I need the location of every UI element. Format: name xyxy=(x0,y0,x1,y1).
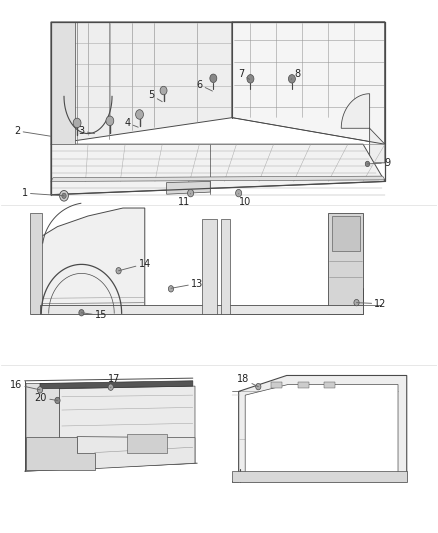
Polygon shape xyxy=(40,305,363,314)
Circle shape xyxy=(116,268,121,274)
Circle shape xyxy=(354,300,359,306)
Circle shape xyxy=(236,189,242,197)
Polygon shape xyxy=(240,384,398,473)
Circle shape xyxy=(168,286,173,292)
Text: 2: 2 xyxy=(14,126,51,136)
Text: 3: 3 xyxy=(78,126,95,136)
Polygon shape xyxy=(332,216,360,251)
Text: 1: 1 xyxy=(21,188,64,198)
Polygon shape xyxy=(232,471,407,482)
Circle shape xyxy=(37,386,42,393)
Text: 18: 18 xyxy=(237,374,258,386)
Text: 16: 16 xyxy=(10,379,40,390)
Text: 7: 7 xyxy=(238,69,250,79)
Text: 12: 12 xyxy=(357,298,387,309)
Text: 8: 8 xyxy=(291,69,300,79)
Polygon shape xyxy=(30,213,42,314)
Text: 4: 4 xyxy=(124,118,138,128)
Circle shape xyxy=(247,75,254,83)
Polygon shape xyxy=(31,208,145,314)
Text: 17: 17 xyxy=(108,374,120,387)
Text: 20: 20 xyxy=(35,393,57,403)
Polygon shape xyxy=(77,437,195,470)
Circle shape xyxy=(106,116,114,126)
Polygon shape xyxy=(26,437,95,470)
Text: 15: 15 xyxy=(81,310,107,320)
Polygon shape xyxy=(272,382,283,387)
Circle shape xyxy=(55,397,60,403)
Circle shape xyxy=(256,383,261,390)
Circle shape xyxy=(79,310,84,316)
Text: 6: 6 xyxy=(196,80,212,91)
Circle shape xyxy=(108,384,113,390)
Polygon shape xyxy=(51,22,75,144)
Polygon shape xyxy=(341,94,385,163)
Circle shape xyxy=(60,190,68,201)
Polygon shape xyxy=(232,375,407,482)
Text: 13: 13 xyxy=(171,279,203,288)
Polygon shape xyxy=(232,22,385,144)
Text: 10: 10 xyxy=(239,193,251,207)
Circle shape xyxy=(73,118,81,128)
Polygon shape xyxy=(127,434,166,453)
Circle shape xyxy=(288,75,295,83)
Circle shape xyxy=(62,193,66,198)
Circle shape xyxy=(160,86,167,95)
Circle shape xyxy=(210,74,217,83)
Polygon shape xyxy=(51,144,385,195)
Polygon shape xyxy=(201,219,217,314)
Circle shape xyxy=(136,110,144,119)
Polygon shape xyxy=(51,22,232,144)
Polygon shape xyxy=(166,181,210,194)
Text: 11: 11 xyxy=(178,193,191,207)
Polygon shape xyxy=(51,176,385,181)
Text: 5: 5 xyxy=(148,90,162,102)
Circle shape xyxy=(365,161,370,166)
Polygon shape xyxy=(60,386,195,470)
Polygon shape xyxy=(324,382,335,387)
Polygon shape xyxy=(26,383,60,471)
Polygon shape xyxy=(297,382,308,387)
Polygon shape xyxy=(221,219,230,314)
Polygon shape xyxy=(328,213,363,314)
Polygon shape xyxy=(40,381,193,389)
Text: 9: 9 xyxy=(367,158,390,168)
Text: 14: 14 xyxy=(119,259,151,271)
Circle shape xyxy=(187,189,194,197)
